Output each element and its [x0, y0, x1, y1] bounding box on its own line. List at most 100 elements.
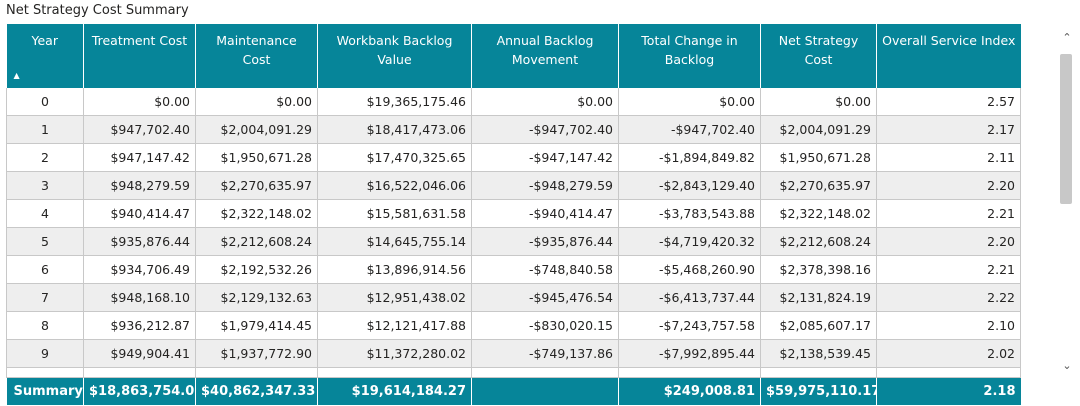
table-cell: $1,950,671.28 — [195, 143, 318, 172]
year-cell: 5 — [6, 227, 84, 256]
summary-cell: 2.18 — [876, 377, 1021, 405]
table-cell: $2,131,824.19 — [760, 283, 877, 312]
year-cell: 8 — [6, 311, 84, 340]
table-cell: -$947,702.40 — [618, 115, 761, 144]
chevron-down-icon[interactable]: ⌄ — [1062, 359, 1072, 372]
table-cell — [876, 367, 1021, 378]
table-cell: $19,365,175.46 — [317, 88, 472, 116]
table-cell: 2.17 — [876, 115, 1021, 144]
table-cell: -$940,414.47 — [471, 199, 619, 228]
table-cell: $940,414.47 — [83, 199, 196, 228]
header-row: Year ▲ Treatment Cost Maintenance Cost Wo… — [6, 24, 1021, 88]
table-cell: $947,702.40 — [83, 115, 196, 144]
table-cell: $2,129,132.63 — [195, 283, 318, 312]
table-cell: $11,372,280.02 — [317, 339, 472, 368]
column-header-net-strategy-cost[interactable]: Net Strategy Cost — [760, 24, 877, 88]
table-row[interactable]: 7 $948,168.10 $2,129,132.63 $12,951,438.02-… — [6, 283, 1021, 312]
table-cell: $18,417,473.06 — [317, 115, 472, 144]
table-cell: $2,004,091.29 — [760, 115, 877, 144]
partial-row — [6, 367, 1021, 378]
table-row[interactable]: 3 $948,279.59 $2,270,635.97 $16,522,046.06-… — [6, 171, 1021, 200]
table-cell: $12,121,417.88 — [317, 311, 472, 340]
summary-cell: $40,862,347.33 — [195, 377, 318, 405]
table-row[interactable]: 6 $934,706.49 $2,192,532.26 $13,896,914.56-… — [6, 255, 1021, 284]
table-cell: 2.21 — [876, 255, 1021, 284]
column-header-treatment-cost[interactable]: Treatment Cost — [83, 24, 196, 88]
table-row[interactable]: 1 $947,702.40 $2,004,091.29 $18,417,473.06-… — [6, 115, 1021, 144]
vertical-scrollbar[interactable]: ⌃ ⌄ — [1058, 24, 1076, 378]
table-cell: $2,270,635.97 — [195, 171, 318, 200]
table-cell — [83, 367, 196, 378]
table-cell: $2,378,398.16 — [760, 255, 877, 284]
table-cell: $2,192,532.26 — [195, 255, 318, 284]
cost-summary-table: Year ▲ Treatment Cost Maintenance Cost Wo… — [6, 24, 1021, 405]
year-cell: 0 — [6, 88, 84, 116]
summary-cell: $18,863,754.03 — [83, 377, 196, 405]
column-header-total-change-in-backlog[interactable]: Total Change in Backlog — [618, 24, 761, 88]
table-cell: $13,896,914.56 — [317, 255, 472, 284]
table-cell: 2.10 — [876, 311, 1021, 340]
column-header-overall-service-index[interactable]: Overall Service Index — [876, 24, 1021, 88]
table-row[interactable]: 9 $949,904.41 $1,937,772.90 $11,372,280.02-… — [6, 339, 1021, 368]
table-cell: $935,876.44 — [83, 227, 196, 256]
table-cell — [195, 367, 318, 378]
year-cell: 6 — [6, 255, 84, 284]
table-row[interactable]: 2 $947,147.42 $1,950,671.28 $17,470,325.65-… — [6, 143, 1021, 172]
table-cell: $0.00 — [83, 88, 196, 116]
table-cell: $17,470,325.65 — [317, 143, 472, 172]
table-cell: 2.21 — [876, 199, 1021, 228]
table-cell: -$830,020.15 — [471, 311, 619, 340]
table-cell: 2.22 — [876, 283, 1021, 312]
table-cell — [6, 367, 84, 378]
table-cell: $0.00 — [471, 88, 619, 116]
year-cell: 7 — [6, 283, 84, 312]
table-cell: $2,085,607.17 — [760, 311, 877, 340]
table-cell: $2,212,608.24 — [760, 227, 877, 256]
chevron-up-icon[interactable]: ⌃ — [1062, 31, 1072, 44]
year-cell: 2 — [6, 143, 84, 172]
table-cell: $936,212.87 — [83, 311, 196, 340]
column-header-year[interactable]: Year ▲ — [6, 24, 84, 88]
year-cell: 4 — [6, 199, 84, 228]
table-cell: -$947,147.42 — [471, 143, 619, 172]
table-cell: $2,138,539.45 — [760, 339, 877, 368]
summary-cell — [471, 377, 619, 405]
table-cell: $2,212,608.24 — [195, 227, 318, 256]
table-cell: -$945,476.54 — [471, 283, 619, 312]
column-header-workbank-backlog-value[interactable]: Workbank Backlog Value — [317, 24, 472, 88]
table-cell: -$4,719,420.32 — [618, 227, 761, 256]
table-cell: -$935,876.44 — [471, 227, 619, 256]
table-cell: $14,645,755.14 — [317, 227, 472, 256]
table-cell — [618, 367, 761, 378]
table-cell: $934,706.49 — [83, 255, 196, 284]
table-cell: 2.11 — [876, 143, 1021, 172]
table-cell: $16,522,046.06 — [317, 171, 472, 200]
table-cell: $949,904.41 — [83, 339, 196, 368]
table-cell: 2.02 — [876, 339, 1021, 368]
table-cell: $15,581,631.58 — [317, 199, 472, 228]
table-cell: -$5,468,260.90 — [618, 255, 761, 284]
summary-cell: $59,975,110.17 — [760, 377, 877, 405]
table-cell: -$748,840.58 — [471, 255, 619, 284]
table-cell: -$6,413,737.44 — [618, 283, 761, 312]
table-cell — [760, 367, 877, 378]
column-header-annual-backlog-movement[interactable]: Annual Backlog Movement — [471, 24, 619, 88]
summary-cell: $249,008.81 — [618, 377, 761, 405]
table-cell: $2,322,148.02 — [760, 199, 877, 228]
table-cell: $0.00 — [618, 88, 761, 116]
table-row[interactable]: 0 $0.00 $0.00 $19,365,175.46 $0.00 $0.00 $0.00… — [6, 88, 1021, 116]
table-row[interactable]: 4 $940,414.47 $2,322,148.02 $15,581,631.58-… — [6, 199, 1021, 228]
table-cell: $2,270,635.97 — [760, 171, 877, 200]
year-cell: 3 — [6, 171, 84, 200]
table-cell: $2,322,148.02 — [195, 199, 318, 228]
table-cell: $947,147.42 — [83, 143, 196, 172]
table-cell: $1,979,414.45 — [195, 311, 318, 340]
table-row[interactable]: 5 $935,876.44 $2,212,608.24 $14,645,755.14-… — [6, 227, 1021, 256]
table-cell: $1,950,671.28 — [760, 143, 877, 172]
summary-label: Summary — [6, 377, 84, 405]
table-cell: $948,168.10 — [83, 283, 196, 312]
table-row[interactable]: 8 $936,212.87 $1,979,414.45 $12,121,417.88-… — [6, 311, 1021, 340]
year-cell: 9 — [6, 339, 84, 368]
scrollbar-thumb[interactable] — [1060, 54, 1072, 204]
column-header-maintenance-cost[interactable]: Maintenance Cost — [195, 24, 318, 88]
